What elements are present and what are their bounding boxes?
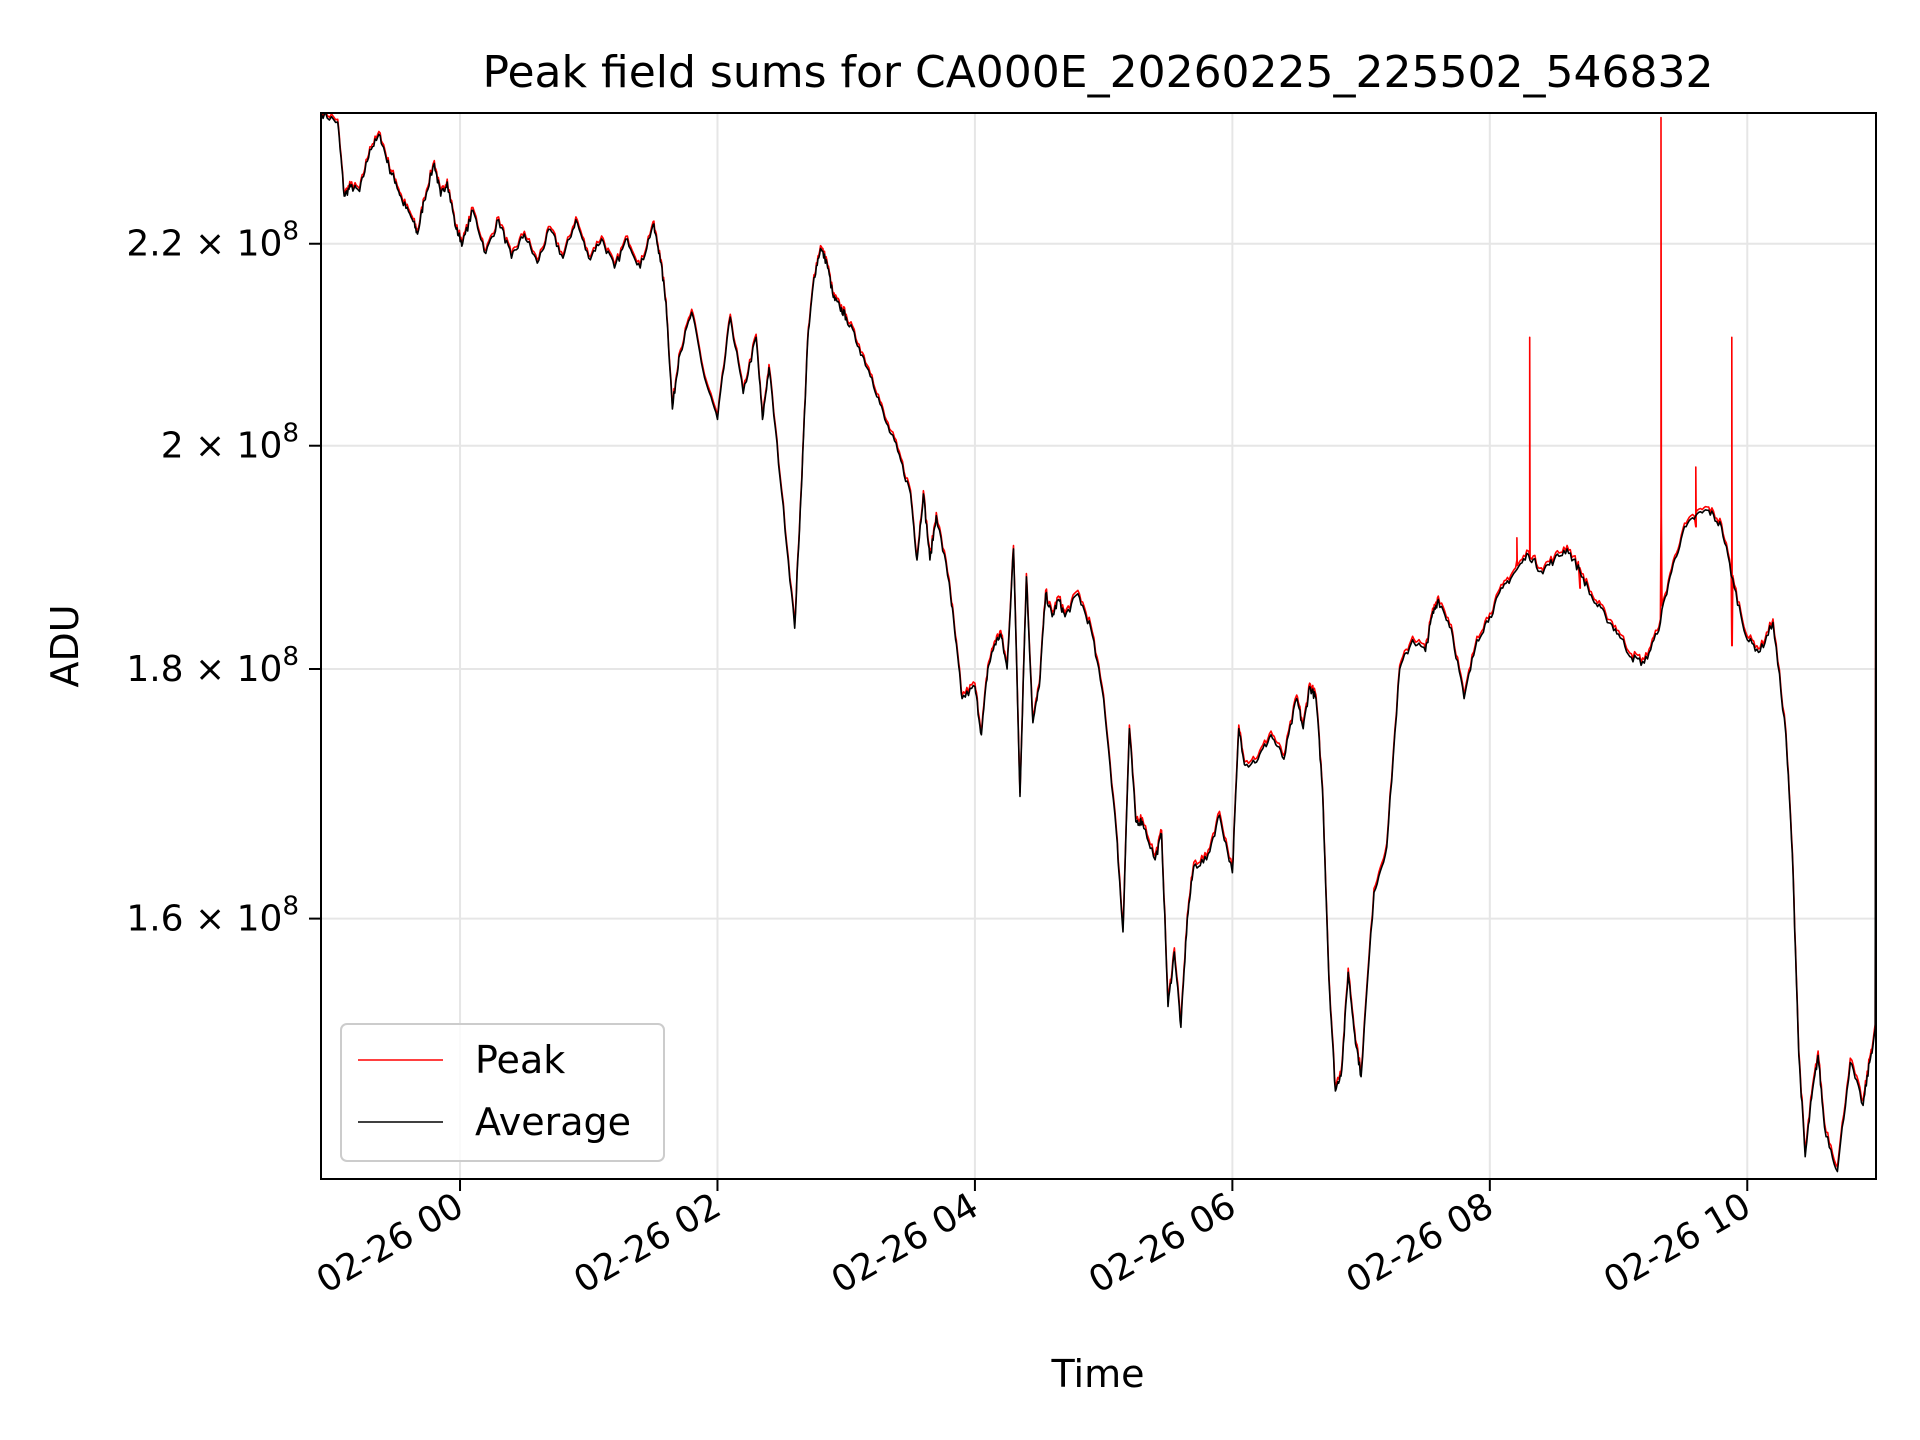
y-axis-label: ADU [43,604,87,687]
legend-label-average: Average [475,1100,631,1144]
legend-label-peak: Peak [475,1038,565,1082]
y-axis-ticks: 1.6 × 108 1.8 × 108 2 × 108 2.2 × 108 [126,217,321,940]
y-tick-label: 2 × 108 [161,419,299,467]
legend: Peak Average [340,1023,665,1162]
legend-box [340,1023,665,1162]
series-line-peak [321,113,1876,1168]
series-layer [321,113,1876,1173]
grid [321,113,1876,1179]
y-tick-label: 2.2 × 108 [126,217,299,265]
series-line-average [321,113,1876,1173]
plot-frame [320,112,1877,1180]
y-tick-label: 1.8 × 108 [126,642,299,690]
chart-title: Peak field sums for CA000E_20260225_2255… [483,47,1714,98]
y-tick-label: 1.6 × 108 [126,892,299,940]
x-axis-label: Time [1051,1352,1145,1396]
